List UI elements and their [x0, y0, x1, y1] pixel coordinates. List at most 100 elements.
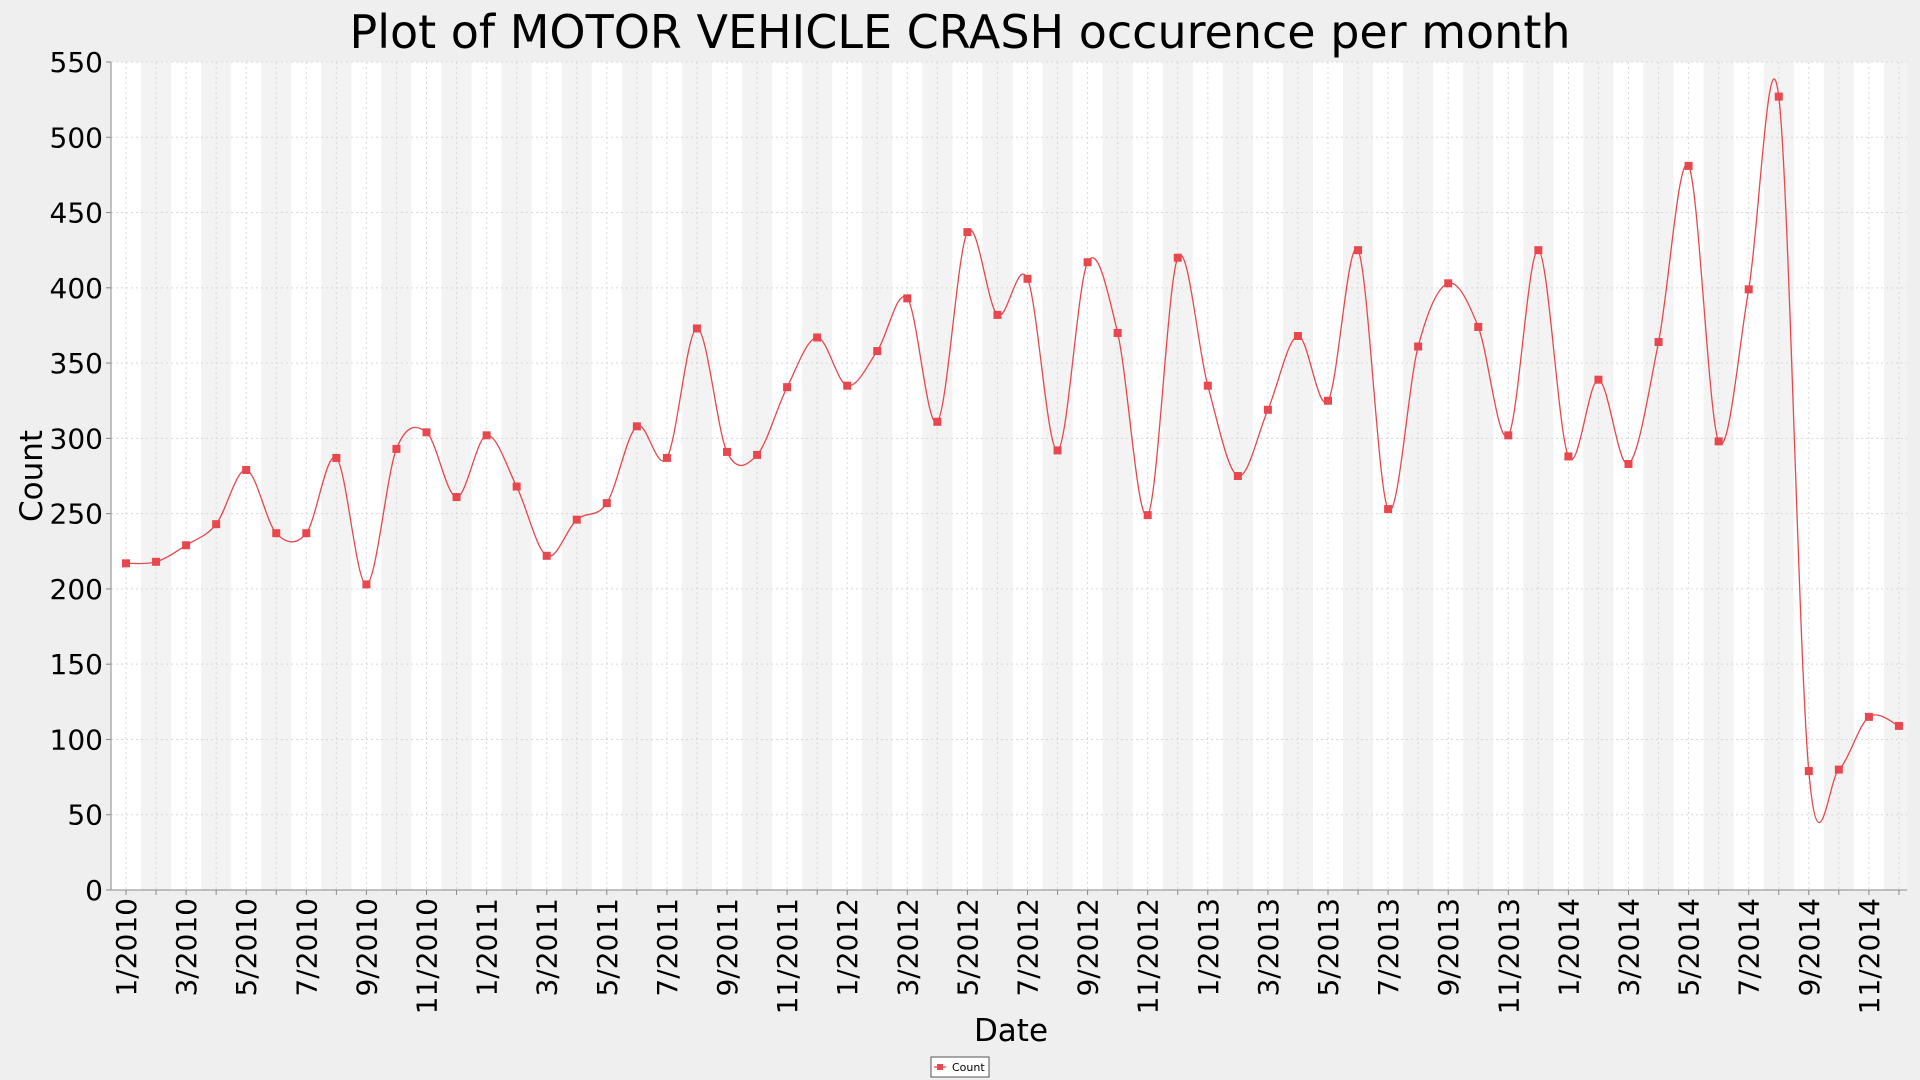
- x-tick-label: 7/2012: [1012, 898, 1045, 997]
- data-point-5-2012: [963, 228, 972, 237]
- data-point-8-2010: [332, 453, 341, 462]
- y-tick-label: 0: [85, 874, 103, 907]
- x-tick-label: 9/2011: [711, 898, 744, 997]
- data-point-6-2013: [1354, 246, 1363, 255]
- data-point-2-2014: [1594, 375, 1603, 384]
- data-point-6-2011: [632, 422, 641, 431]
- data-point-2-2013: [1233, 472, 1242, 480]
- data-point-11-2014: [1864, 712, 1873, 721]
- data-point-7-2010: [302, 529, 311, 538]
- data-point-11-2011: [783, 383, 792, 392]
- x-tick-label: 5/2010: [230, 898, 263, 997]
- data-point-1-2010: [122, 559, 130, 568]
- month-band: [561, 62, 592, 890]
- data-point-5-2010: [242, 465, 251, 474]
- data-point-12-2010: [452, 493, 461, 502]
- y-tick-label: 350: [50, 347, 103, 380]
- month-band: [201, 62, 232, 890]
- data-point-4-2014: [1654, 338, 1663, 347]
- data-point-5-2014: [1684, 161, 1693, 170]
- month-band: [1643, 62, 1674, 890]
- month-band: [141, 62, 172, 890]
- x-tick-label: 1/2013: [1192, 898, 1225, 997]
- data-point-10-2011: [753, 450, 762, 459]
- data-point-3-2013: [1263, 405, 1272, 414]
- data-point-6-2014: [1714, 437, 1723, 446]
- data-point-4-2012: [933, 417, 942, 426]
- data-point-6-2010: [272, 529, 281, 538]
- data-point-2-2012: [873, 347, 882, 356]
- x-tick-label: 1/2014: [1552, 898, 1585, 997]
- legend-box: [930, 1056, 990, 1078]
- x-tick-label: 7/2014: [1733, 898, 1766, 997]
- data-point-5-2013: [1324, 396, 1332, 405]
- data-point-8-2013: [1414, 342, 1423, 351]
- data-point-8-2014: [1774, 92, 1783, 101]
- month-band: [982, 62, 1013, 890]
- data-point-12-2013: [1534, 246, 1543, 255]
- y-tick-label: 100: [50, 723, 103, 756]
- data-point-9-2012: [1083, 258, 1092, 267]
- month-band: [1042, 62, 1073, 890]
- x-tick-label: 11/2011: [771, 898, 804, 1014]
- x-tick-label: 5/2011: [591, 898, 624, 997]
- data-point-2-2010: [152, 557, 161, 566]
- x-tick-label: 11/2013: [1492, 898, 1525, 1014]
- y-tick-label: 500: [50, 121, 103, 154]
- x-tick-label: 3/2014: [1613, 898, 1646, 997]
- data-point-10-2012: [1113, 328, 1122, 337]
- month-band: [1343, 62, 1374, 890]
- data-point-10-2013: [1474, 322, 1483, 331]
- data-point-3-2014: [1624, 459, 1633, 468]
- data-point-6-2012: [993, 310, 1002, 319]
- month-band: [742, 62, 773, 890]
- data-point-8-2011: [692, 324, 701, 333]
- y-tick-label: 300: [50, 422, 103, 455]
- y-tick-label: 450: [50, 197, 103, 230]
- x-tick-label: 3/2010: [170, 898, 203, 997]
- data-point-9-2011: [723, 447, 731, 456]
- month-band: [321, 62, 352, 890]
- x-tick-label: 1/2010: [110, 898, 143, 997]
- month-band: [922, 62, 953, 890]
- data-point-12-2012: [1173, 253, 1182, 262]
- data-point-1-2014: [1564, 452, 1573, 461]
- data-point-3-2011: [542, 551, 551, 560]
- y-tick-label: 400: [50, 272, 103, 305]
- data-point-1-2012: [843, 381, 852, 390]
- data-point-4-2013: [1293, 331, 1302, 340]
- month-band: [261, 62, 292, 890]
- data-point-4-2011: [572, 515, 581, 524]
- chart-title: Plot of MOTOR VEHICLE CRASH occurence pe…: [349, 5, 1570, 59]
- data-point-3-2012: [903, 294, 912, 303]
- data-point-10-2010: [392, 444, 401, 453]
- x-axis-label: Date: [974, 1013, 1048, 1049]
- x-tick-label: 9/2010: [350, 898, 383, 997]
- data-point-8-2012: [1053, 446, 1062, 455]
- data-point-1-2011: [482, 431, 491, 440]
- x-tick-label: 1/2011: [471, 898, 504, 997]
- x-tick-label: 9/2014: [1793, 898, 1826, 997]
- month-band: [1102, 62, 1133, 890]
- x-tick-label: 11/2010: [411, 898, 444, 1014]
- data-point-12-2011: [813, 333, 822, 342]
- data-point-2-2011: [512, 482, 521, 491]
- month-band: [681, 62, 712, 890]
- month-band: [1523, 62, 1554, 890]
- data-point-11-2010: [422, 428, 431, 437]
- data-point-4-2010: [212, 520, 221, 529]
- x-tick-label: 5/2013: [1312, 898, 1345, 997]
- month-band: [802, 62, 833, 890]
- x-tick-label: 1/2012: [831, 898, 864, 997]
- x-tick-label: 5/2014: [1673, 898, 1706, 997]
- series-markers: [122, 92, 1903, 776]
- x-axis-ticks: 1/2010 3/2010 5/2010 7/2010 9/2010 11/2010 1/2…: [110, 890, 1900, 1014]
- x-tick-label: 9/2013: [1432, 898, 1465, 997]
- x-tick-label: 3/2012: [891, 898, 924, 997]
- x-tick-label: 5/2012: [951, 898, 984, 997]
- data-point-10-2014: [1834, 765, 1843, 774]
- month-band: [1463, 62, 1494, 890]
- data-point-1-2013: [1203, 381, 1212, 390]
- x-tick-label: 3/2011: [531, 898, 564, 997]
